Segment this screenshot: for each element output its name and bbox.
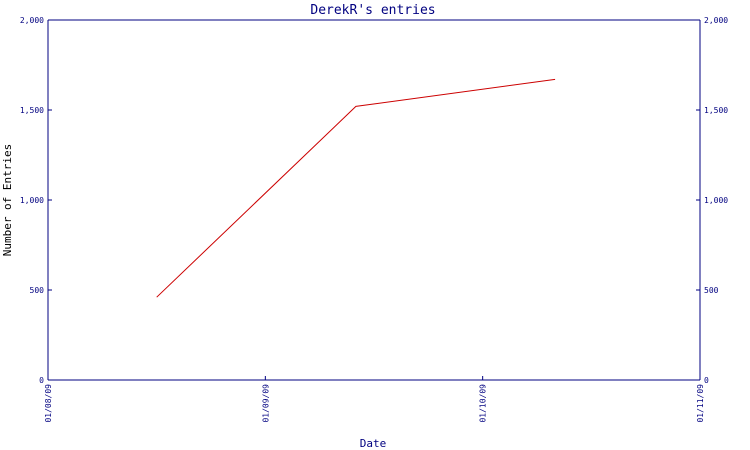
series-line: [156, 78, 556, 298]
y-tick-label-right: 1,000: [704, 196, 728, 205]
x-axis-label: Date: [360, 437, 387, 450]
y-tick-label-left: 500: [30, 286, 45, 295]
y-axis-label: Number of Entries: [1, 144, 14, 257]
y-tick-label-left: 1,000: [20, 196, 44, 205]
x-tick-label: 01/11/09: [696, 384, 705, 423]
y-tick-label-left: 2,000: [20, 16, 44, 25]
y-tick-label-left: 1,500: [20, 106, 44, 115]
chart-title: DerekR's entries: [310, 3, 435, 18]
x-tick-label: 01/08/09: [44, 384, 53, 423]
x-tick-label: 01/10/09: [479, 384, 488, 423]
y-tick-label-right: 500: [704, 286, 719, 295]
y-tick-label-right: 0: [704, 376, 709, 385]
y-tick-label-left: 0: [39, 376, 44, 385]
plot-area: 0 0 500 500 1,000 1,000 1,500 1,500 2,000 2,000 01…: [20, 16, 728, 423]
y-tick-label-right: 2,000: [704, 16, 728, 25]
y-tick-label-right: 1,500: [704, 106, 728, 115]
x-tick-label: 01/09/09: [261, 384, 270, 423]
